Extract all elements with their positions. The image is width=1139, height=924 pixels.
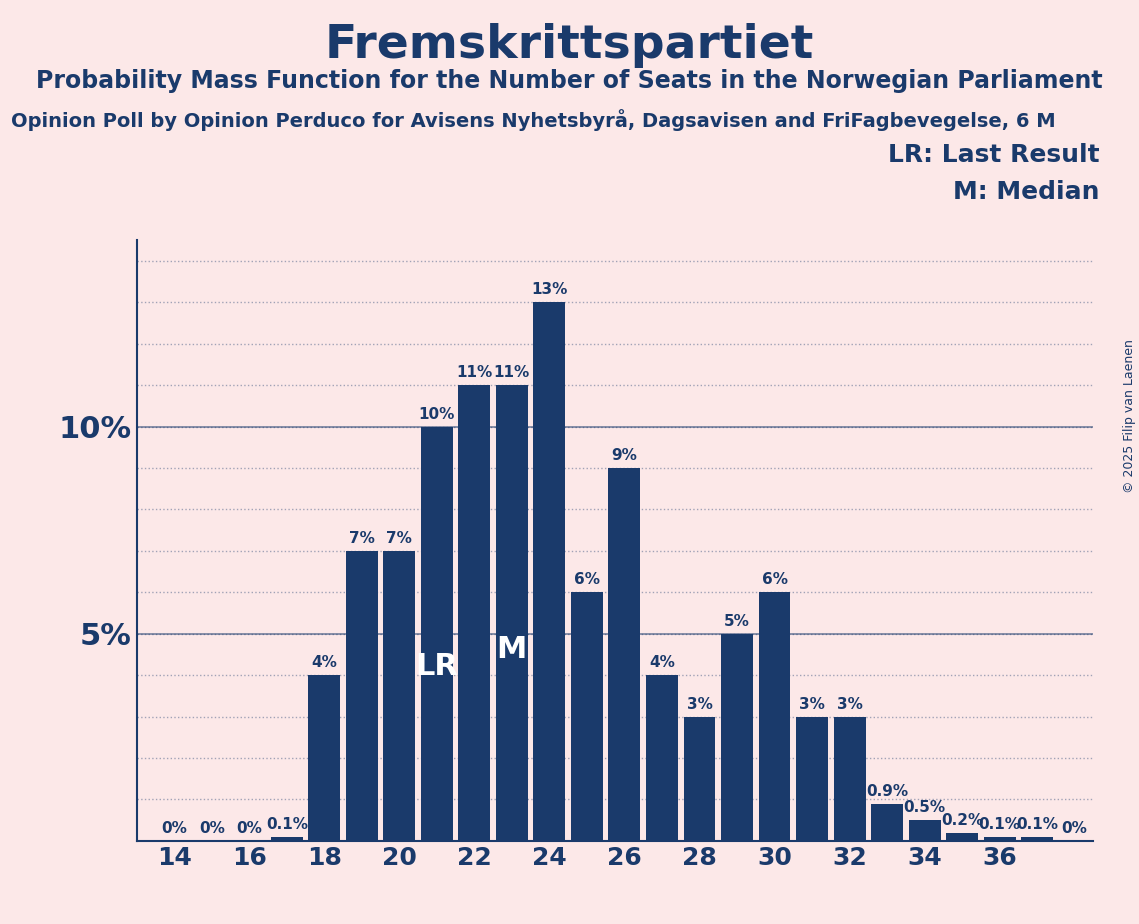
Text: 10%: 10% (419, 407, 454, 421)
Text: 0%: 0% (162, 821, 187, 836)
Text: 6%: 6% (574, 572, 600, 588)
Text: 3%: 3% (800, 697, 825, 711)
Bar (421, 427, 453, 841)
Text: 5%: 5% (724, 614, 749, 628)
Text: 0.1%: 0.1% (978, 817, 1021, 832)
Text: 6%: 6% (762, 572, 787, 588)
Text: Probability Mass Function for the Number of Seats in the Norwegian Parliament: Probability Mass Function for the Number… (36, 69, 1103, 93)
Bar (759, 592, 790, 841)
Text: © 2025 Filip van Laenen: © 2025 Filip van Laenen (1123, 339, 1137, 492)
Text: M: M (497, 635, 527, 664)
Text: 11%: 11% (457, 365, 492, 381)
Text: M: Median: M: Median (952, 180, 1099, 204)
Bar (646, 675, 678, 841)
Text: 3%: 3% (837, 697, 862, 711)
Text: 0%: 0% (1062, 821, 1088, 836)
Text: 0%: 0% (236, 821, 262, 836)
Text: 7%: 7% (349, 531, 375, 546)
Text: 0%: 0% (199, 821, 224, 836)
Bar (683, 717, 715, 841)
Bar (984, 837, 1016, 841)
Text: Fremskrittspartiet: Fremskrittspartiet (325, 23, 814, 68)
Text: 11%: 11% (493, 365, 530, 381)
Bar (834, 717, 866, 841)
Text: LR: LR (416, 652, 458, 681)
Bar (721, 634, 753, 841)
Bar (947, 833, 978, 841)
Bar (796, 717, 828, 841)
Text: Opinion Poll by Opinion Perduco for Avisens Nyhetsbyrå, Dagsavisen and FriFagbev: Opinion Poll by Opinion Perduco for Avis… (11, 109, 1056, 131)
Bar (533, 302, 565, 841)
Text: 4%: 4% (649, 655, 675, 670)
Text: 0.1%: 0.1% (1016, 817, 1058, 832)
Bar (909, 821, 941, 841)
Bar (1022, 837, 1054, 841)
Text: 7%: 7% (386, 531, 412, 546)
Text: 0.9%: 0.9% (866, 784, 908, 798)
Text: 4%: 4% (311, 655, 337, 670)
Bar (871, 804, 903, 841)
Text: 13%: 13% (531, 283, 567, 298)
Bar (458, 385, 490, 841)
Text: 0.2%: 0.2% (941, 812, 983, 828)
Bar (271, 837, 303, 841)
Text: 9%: 9% (612, 448, 638, 463)
Text: 3%: 3% (687, 697, 712, 711)
Bar (384, 551, 416, 841)
Bar (346, 551, 378, 841)
Text: LR: Last Result: LR: Last Result (887, 143, 1099, 167)
Bar (495, 385, 527, 841)
Bar (608, 468, 640, 841)
Bar (571, 592, 603, 841)
Text: 0.5%: 0.5% (903, 800, 945, 815)
Bar (309, 675, 341, 841)
Text: 0.1%: 0.1% (265, 817, 308, 832)
